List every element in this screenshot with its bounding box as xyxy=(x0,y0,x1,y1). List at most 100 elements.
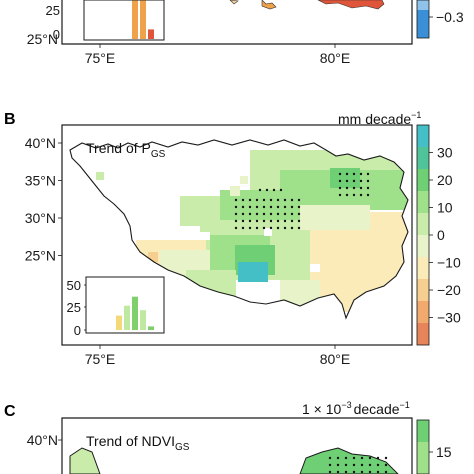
panel-b-sig-dot xyxy=(359,193,363,197)
panel-b-sig-dot xyxy=(269,198,273,202)
panel-a-colorbar-seg-1 xyxy=(417,0,429,10)
panel-b-sig-dot xyxy=(352,172,356,176)
panel-b-sig-dot xyxy=(234,198,238,202)
panel-b-sig-dot xyxy=(290,205,294,209)
panel-c-sig-dot xyxy=(368,463,372,467)
panel-b-colorbar-label: −10 xyxy=(437,255,461,271)
panel-b-sig-dot xyxy=(366,186,370,190)
panel-b-colorbar-segment xyxy=(417,235,429,257)
panel-b-sig-dot xyxy=(234,212,238,216)
panel-c-plateau-west xyxy=(69,447,101,474)
panel-b-inset-bars xyxy=(116,296,154,330)
panel-b-colorbar-segment xyxy=(417,169,429,191)
panel-c-unit-main: 1 × 10 xyxy=(302,401,342,417)
panel-c-sig-dot xyxy=(376,456,380,460)
panel-b-sig-dot xyxy=(255,219,259,223)
panel-c-letter: C xyxy=(4,403,16,420)
panel-b-sig-dot xyxy=(283,219,287,223)
panel-b-sig-dot xyxy=(248,198,252,202)
panel-b-sig-dot xyxy=(276,212,280,216)
panel-b-colorbar-label: 10 xyxy=(437,200,453,216)
panel-b-inset-bar xyxy=(124,305,130,330)
panel-b-sig-dot xyxy=(248,219,252,223)
panel-b-sig-dot xyxy=(297,219,301,223)
panel-b-sig-dot xyxy=(283,226,287,230)
panel-c-sig-dot xyxy=(352,463,356,467)
panel-b-title-main: Trend of P xyxy=(86,140,151,156)
panel-a-lon-label: 80°E xyxy=(320,50,351,66)
panel-b-sig-dot xyxy=(269,219,273,223)
panel-b-colorbar-label: 0 xyxy=(437,227,445,243)
panel-b-sig-dot xyxy=(279,188,283,192)
panel-b-sig-dot xyxy=(262,212,266,216)
panel-b-sig-dot xyxy=(269,226,273,230)
panel-b-sig-dot xyxy=(359,172,363,176)
panel-b-sig-dot xyxy=(241,198,245,202)
panel-b-lat-label: 30°N xyxy=(25,210,56,226)
panel-b-sig-dot xyxy=(234,205,238,209)
panel-c-map-frame xyxy=(61,417,413,474)
panel-b-inset-bar xyxy=(132,296,138,330)
panel-b-sig-dot xyxy=(359,179,363,183)
panel-b-lat-axis: 40°N 35°N 30°N 25°N xyxy=(25,135,62,264)
panel-b-significance-dots xyxy=(234,172,370,230)
panel-c: C 1 × 10−3 decade−1 Trend of NDVIGS 40°N … xyxy=(4,400,452,474)
panel-b-sig-dot xyxy=(338,186,342,190)
panel-c-sig-dot xyxy=(336,456,340,460)
panel-b-lon-label: 75°E xyxy=(85,351,116,367)
panel-b-sig-dot xyxy=(255,212,259,216)
panel-c-sig-dot xyxy=(368,456,372,460)
panel-b-sig-dot xyxy=(262,219,266,223)
panel-b-sig-dot xyxy=(290,212,294,216)
panel-c-sig-dot xyxy=(336,463,340,467)
panel-b-colorbar-label: 20 xyxy=(437,172,453,188)
panel-c-sig-dot xyxy=(384,463,388,467)
panel-b-inset-bar xyxy=(140,310,146,330)
panel-b-sig-dot xyxy=(269,212,273,216)
panel-a-inset-bars xyxy=(132,0,154,40)
panel-b-sig-dot xyxy=(366,172,370,176)
panel-a-colorbar-label: −0.3 xyxy=(436,9,464,25)
panel-b-sig-dot xyxy=(241,205,245,209)
panel-c-unit: 1 × 10−3 decade−1 xyxy=(302,400,410,417)
panel-b-sig-dot xyxy=(241,212,245,216)
panel-b-sig-dot xyxy=(352,186,356,190)
panel-c-sig-dot xyxy=(344,463,348,467)
panel-a-inset-bar xyxy=(140,0,146,40)
panel-b-inset-bar xyxy=(148,326,154,330)
panel-c-sig-dot xyxy=(384,456,388,460)
panel-c-sig-dot xyxy=(336,470,340,474)
panel-c-sig-dot xyxy=(376,463,380,467)
panel-c-unit-tail: decade xyxy=(354,401,400,417)
panel-a-colorbar-seg-2 xyxy=(417,10,429,38)
panel-b-sig-dot xyxy=(297,198,301,202)
panel-a-lon-label: 75°E xyxy=(85,50,116,66)
panel-c-sig-dot xyxy=(376,470,380,474)
panel-b-sig-dot xyxy=(248,205,252,209)
panel-b-inset-yaxis: 50 25 0 xyxy=(67,278,86,338)
panel-c-sig-dot xyxy=(360,470,364,474)
panel-b-colorbar-segment xyxy=(417,213,429,235)
panel-b: B mm decade−1 xyxy=(4,110,461,367)
panel-b-sig-dot xyxy=(338,179,342,183)
panel-a-map-fragment xyxy=(229,0,385,10)
panel-b-sig-dot xyxy=(262,198,266,202)
panel-c-sig-dot xyxy=(352,470,356,474)
panel-b-unit-main: mm decade xyxy=(338,111,411,127)
panel-b-sig-dot xyxy=(290,219,294,223)
panel-b-sig-dot xyxy=(290,226,294,230)
panel-b-sig-dot xyxy=(297,226,301,230)
panel-b-sig-dot xyxy=(255,226,259,230)
panel-c-unit-exp: −3 xyxy=(341,400,351,410)
panel-b-sig-dot xyxy=(283,198,287,202)
panel-b-colorbar-segment xyxy=(417,125,429,147)
panel-b-sig-dot xyxy=(290,198,294,202)
panel-b-inset-ytick-50: 50 xyxy=(67,278,81,293)
panel-c-sig-dot xyxy=(344,456,348,460)
panel-c-lat-40: 40°N xyxy=(27,432,58,448)
panel-c-sig-dot xyxy=(360,456,364,460)
panel-c-sig-dot xyxy=(328,456,332,460)
panel-b-colorbar-label: 30 xyxy=(437,145,453,161)
panel-b-sig-dot xyxy=(297,212,301,216)
panel-b-sig-dot xyxy=(338,172,342,176)
